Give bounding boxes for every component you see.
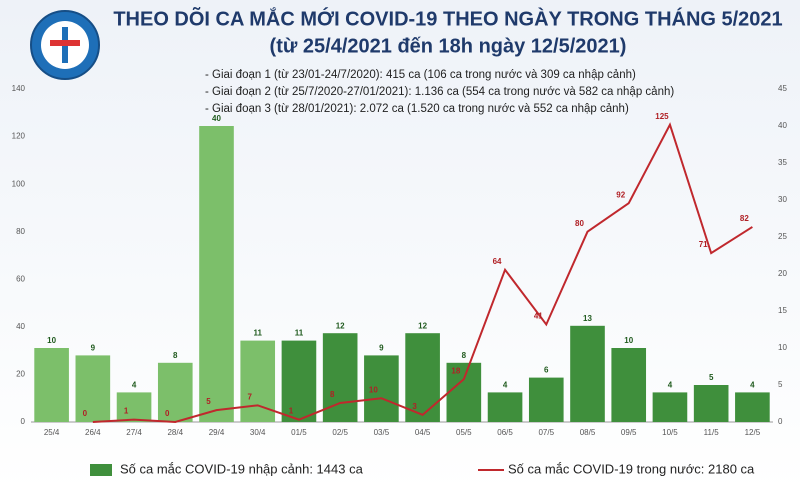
legend-label: Số ca mắc COVID-19 nhập cảnh: 1443 ca — [120, 461, 364, 476]
y-tick-label: 60 — [16, 274, 25, 283]
bar — [405, 333, 440, 422]
y-tick-label: 40 — [16, 322, 25, 331]
line-value-label: 92 — [616, 190, 625, 199]
legend-label: Số ca mắc COVID-19 trong nước: 2180 ca — [508, 461, 755, 476]
legend-swatch — [90, 464, 112, 476]
y2-tick-label: 15 — [778, 306, 787, 315]
bar-value-label: 5 — [709, 373, 714, 382]
y2-tick-label: 40 — [778, 121, 787, 130]
bar-value-label: 8 — [462, 351, 467, 360]
bar — [528, 377, 564, 422]
line-value-label: 82 — [740, 214, 749, 223]
bar — [199, 126, 234, 422]
annotation: - Giai đoạn 1 (từ 23/01-24/7/2020): 415 … — [205, 69, 636, 81]
bar-value-label: 8 — [173, 351, 178, 360]
annotation: - Giai đoạn 3 (từ 28/01/2021): 2.072 ca … — [205, 103, 629, 115]
x-tick-label: 05/5 — [456, 428, 472, 437]
x-tick-label: 08/5 — [580, 428, 596, 437]
line-value-label: 41 — [534, 312, 543, 321]
line-value-label: 5 — [206, 397, 211, 406]
bar-value-label: 10 — [624, 336, 633, 345]
bar-value-label: 6 — [544, 366, 549, 375]
x-tick-label: 01/5 — [291, 428, 307, 437]
y2-tick-label: 0 — [778, 417, 783, 426]
x-tick-label: 10/5 — [662, 428, 678, 437]
bar — [157, 362, 193, 422]
bar — [446, 362, 482, 422]
bar-value-label: 9 — [379, 344, 384, 353]
bar-value-label: 12 — [336, 321, 345, 330]
bar — [281, 340, 317, 422]
x-tick-label: 12/5 — [745, 428, 761, 437]
line-value-label: 7 — [247, 392, 252, 401]
bar — [735, 392, 770, 422]
x-tick-label: 26/4 — [85, 428, 101, 437]
bar-value-label: 11 — [253, 329, 262, 338]
y2-tick-label: 25 — [778, 232, 787, 241]
x-tick-label: 06/5 — [497, 428, 513, 437]
x-tick-label: 02/5 — [332, 428, 348, 437]
bar-value-label: 4 — [750, 381, 755, 390]
line-value-label: 3 — [412, 402, 417, 411]
bar — [75, 355, 111, 422]
bar — [570, 325, 605, 422]
y2-tick-label: 10 — [778, 343, 787, 352]
bar-value-label: 11 — [295, 329, 304, 338]
x-tick-label: 27/4 — [126, 428, 142, 437]
y-tick-label: 0 — [21, 417, 26, 426]
x-tick-label: 09/5 — [621, 428, 637, 437]
x-tick-label: 28/4 — [167, 428, 183, 437]
y-tick-label: 120 — [12, 132, 26, 141]
line-value-label: 1 — [289, 407, 294, 416]
bar — [116, 392, 152, 422]
y-tick-label: 20 — [16, 370, 25, 379]
line-value-label: 80 — [575, 219, 584, 228]
bar — [487, 392, 523, 422]
bar — [693, 385, 729, 422]
x-tick-label: 04/5 — [415, 428, 431, 437]
bar-value-label: 40 — [212, 114, 221, 123]
line-value-label: 8 — [330, 390, 335, 399]
bar-value-label: 10 — [47, 336, 56, 345]
bar — [364, 355, 399, 422]
bar-value-label: 13 — [583, 314, 592, 323]
x-tick-label: 07/5 — [538, 428, 554, 437]
bar-value-label: 4 — [132, 381, 137, 390]
chart-subtitle: (từ 25/4/2021 đến 18h ngày 12/5/2021) — [270, 35, 627, 57]
bar — [652, 392, 688, 422]
chart-title: THEO DÕI CA MẮC MỚI COVID-19 THEO NGÀY T… — [113, 6, 782, 30]
y2-tick-label: 45 — [778, 84, 787, 93]
bar-value-label: 12 — [418, 321, 427, 330]
bar-value-label: 9 — [91, 344, 96, 353]
y-tick-label: 140 — [12, 84, 26, 93]
x-tick-label: 25/4 — [44, 428, 60, 437]
bar-value-label: 4 — [503, 381, 508, 390]
y2-tick-label: 35 — [778, 158, 787, 167]
line-value-label: 1 — [124, 407, 129, 416]
line-value-label: 125 — [655, 112, 669, 121]
line — [92, 122, 753, 424]
x-tick-label: 29/4 — [209, 428, 225, 437]
annotation: - Giai đoạn 2 (từ 25/7/2020-27/01/2021):… — [205, 86, 674, 98]
x-tick-label: 30/4 — [250, 428, 266, 437]
line-value-label: 18 — [451, 366, 460, 375]
y2-tick-label: 20 — [778, 269, 787, 278]
y-tick-label: 100 — [12, 179, 26, 188]
y-tick-label: 80 — [16, 227, 25, 236]
y2-tick-label: 5 — [778, 380, 783, 389]
bar-value-label: 4 — [668, 381, 673, 390]
line-value-label: 0 — [83, 409, 88, 418]
line-value-label: 64 — [493, 257, 502, 266]
line-value-label: 10 — [369, 385, 378, 394]
line-value-label: 0 — [165, 409, 170, 418]
y2-tick-label: 30 — [778, 195, 787, 204]
line-value-label: 71 — [699, 240, 708, 249]
x-tick-label: 03/5 — [374, 428, 390, 437]
bar — [34, 348, 69, 422]
logo — [30, 10, 100, 80]
x-tick-label: 11/5 — [704, 428, 720, 437]
bar — [611, 348, 647, 422]
